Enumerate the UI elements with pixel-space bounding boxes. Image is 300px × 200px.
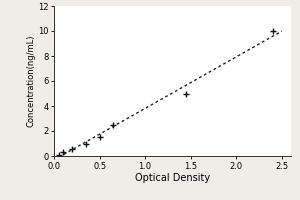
Y-axis label: Concentration(ng/mL): Concentration(ng/mL) bbox=[26, 35, 35, 127]
X-axis label: Optical Density: Optical Density bbox=[135, 173, 210, 183]
